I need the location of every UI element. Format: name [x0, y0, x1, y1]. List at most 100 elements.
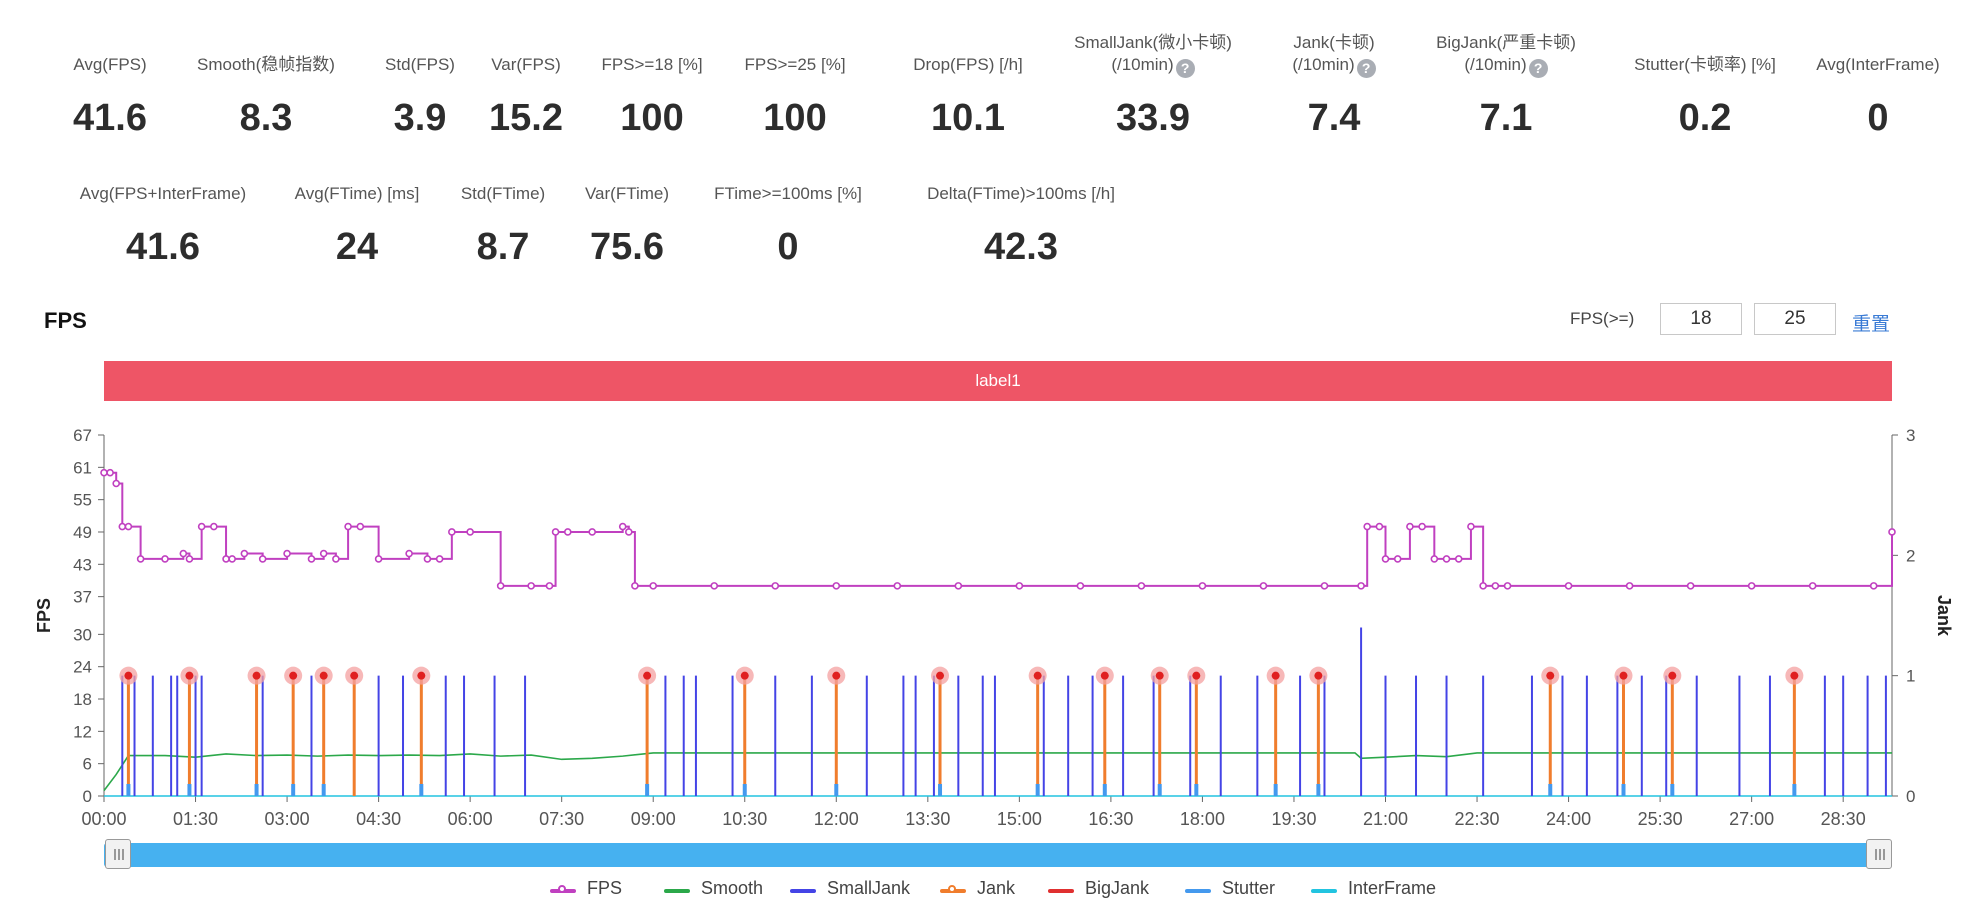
series-fps-point — [319, 549, 328, 558]
series-fps-point — [1137, 582, 1146, 590]
zoom-slider-left-handle[interactable] — [105, 839, 131, 869]
y2-tick-label: 0 — [1906, 787, 1915, 806]
legend-swatch — [1048, 889, 1074, 893]
stats_row2-stat-3: Var(FTime) 75.6 — [497, 183, 757, 268]
y-tick-label: 37 — [73, 588, 92, 607]
help-icon[interactable]: ? — [1356, 59, 1376, 78]
stats_row1-stat-3: Var(FPS) 15.2 — [396, 54, 656, 139]
series-fps-point — [136, 555, 145, 563]
zoom-slider-right-handle[interactable] — [1866, 839, 1892, 869]
series-fps-point — [258, 555, 267, 563]
series-fps-point — [1076, 582, 1085, 590]
fps-threshold-input-2[interactable] — [1754, 303, 1836, 335]
legend-swatch — [1311, 889, 1337, 893]
series-fps-point — [356, 522, 365, 531]
stat-label: Stutter(卡顿率) [%] — [1634, 55, 1776, 74]
zoom-slider-track[interactable] — [104, 843, 1892, 867]
stats_row1-stat-6: Drop(FPS) [/h] 10.1 — [838, 54, 1098, 139]
series-fps-point — [1375, 522, 1384, 531]
series-fps-point — [100, 468, 108, 477]
x-tick-label: 18:00 — [1180, 809, 1225, 829]
stat-label: Delta(FTime)>100ms [/h] — [927, 184, 1115, 203]
stat-value: 24 — [335, 226, 379, 268]
help-icon[interactable]: ? — [1175, 59, 1195, 78]
jank-marker — [1271, 671, 1280, 680]
jank-marker — [289, 671, 298, 680]
series-fps-point — [405, 549, 413, 558]
legend-swatch — [790, 889, 816, 893]
stat-label-unit: (/10min)? — [1376, 54, 1636, 78]
series-fps-point — [423, 555, 432, 563]
series-fps-point — [1406, 522, 1414, 531]
stat-value: 3.9 — [393, 97, 447, 139]
x-tick-label: 10:30 — [722, 809, 767, 829]
series-fps-point — [1363, 522, 1371, 531]
jank-marker — [1790, 671, 1799, 680]
series-fps-point — [1357, 582, 1365, 590]
stat-label: FTime>=100ms [%] — [714, 184, 862, 203]
stats_row1-stat-9: BigJank(严重卡顿) (/10min)? 7.1 — [1376, 32, 1636, 139]
legend-label: FPS — [587, 878, 623, 898]
stats-panel: Avg(FPS) 41.6 Smooth(稳帧指数) 8.3 Std(FPS) 3.9 Va… — [0, 0, 1981, 290]
stat-value: 10.1 — [931, 97, 1005, 139]
jank-marker — [1033, 671, 1042, 680]
legend-swatch — [1185, 889, 1211, 893]
jank-marker — [124, 671, 133, 680]
x-tick-label: 19:30 — [1271, 809, 1316, 829]
series-fps-point — [1320, 582, 1329, 590]
x-tick-label: 15:00 — [997, 809, 1042, 829]
series-fps-line — [104, 471, 1893, 587]
jank-marker — [350, 671, 359, 680]
series-fps-point — [1869, 582, 1878, 590]
x-tick-label: 03:00 — [265, 809, 310, 829]
stat-value: 100 — [620, 97, 684, 139]
series-fps-point — [618, 522, 627, 531]
stat-label: SmallJank(微小卡顿) — [1074, 33, 1232, 52]
stats_row1-stat-4: FPS>=18 [%] 100 — [522, 54, 782, 139]
series-fps-point — [563, 528, 572, 536]
stats_row2-stat-1: Avg(FTime) [ms] 24 — [227, 183, 487, 268]
series-fps-point — [527, 582, 535, 590]
x-tick-label: 22:30 — [1455, 809, 1500, 829]
stats_row1-stat-2: Std(FPS) 3.9 — [290, 54, 550, 139]
stat-value: 0 — [1867, 97, 1889, 139]
series-fps-point — [374, 555, 383, 563]
series-fps-point — [118, 522, 127, 531]
legend-label: SmallJank — [827, 878, 911, 898]
reset-button[interactable]: 重置 — [1852, 314, 1891, 335]
y2-tick-label: 3 — [1906, 426, 1915, 445]
stat-value: 41.6 — [73, 97, 147, 139]
y-tick-label: 49 — [73, 523, 92, 542]
jank-marker — [936, 671, 945, 680]
chart-legend: FPS Smooth SmallJank Jank BigJank Stutter Inte… — [0, 876, 1981, 904]
y-tick-label: 43 — [73, 555, 92, 574]
series-fps-point — [1015, 582, 1024, 590]
series-fps-point — [710, 582, 719, 590]
series-fps-point — [1564, 582, 1573, 590]
series-fps-point — [179, 549, 188, 558]
help-icon[interactable]: ? — [1528, 59, 1548, 78]
stat-value: 75.6 — [590, 226, 664, 268]
series-fps-point — [1259, 582, 1268, 590]
stat-label: Jank(卡顿) — [1293, 33, 1375, 52]
stats_row1-stat-5: FPS>=25 [%] 100 — [665, 54, 925, 139]
y-axis-title: FPS — [34, 598, 54, 633]
stat-label: Avg(FPS) — [73, 55, 147, 74]
x-tick-label: 24:00 — [1546, 809, 1591, 829]
fps-threshold-input-1[interactable] — [1660, 303, 1742, 335]
series-fps-point — [435, 555, 444, 563]
series-fps-point — [1393, 555, 1402, 563]
jank-marker — [1314, 671, 1323, 680]
label-banner[interactable]: label1 — [104, 361, 1892, 401]
series-fps-point — [283, 549, 291, 558]
jank-marker — [832, 671, 841, 680]
stats_row2-stat-0: Avg(FPS+InterFrame) 41.6 — [33, 183, 293, 268]
stats_row1-stat-10: Stutter(卡顿率) [%] 0.2 — [1575, 54, 1835, 139]
x-tick-label: 06:00 — [448, 809, 493, 829]
stats_row2-stat-4: FTime>=100ms [%] 0 — [658, 183, 918, 268]
legend-swatch — [940, 885, 966, 893]
y-tick-label: 6 — [83, 755, 92, 774]
series-fps-point — [1479, 582, 1487, 590]
y-tick-label: 18 — [73, 690, 92, 709]
